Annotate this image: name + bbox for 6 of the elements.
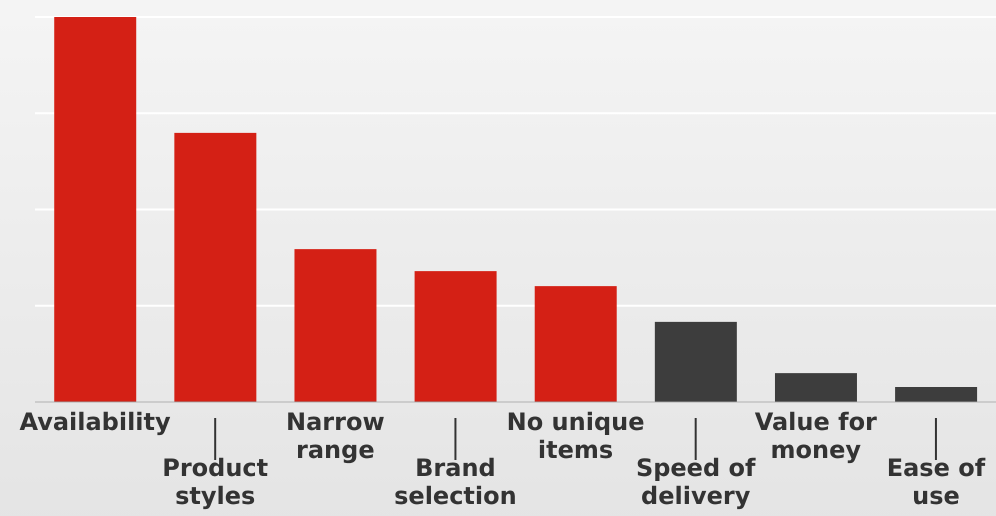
x-tick-label: Product styles <box>162 454 268 510</box>
x-tick-label: Value for money <box>754 408 878 464</box>
x-tick-label: Narrow range <box>286 408 385 464</box>
x-tick-label: Brand selection <box>394 454 517 510</box>
x-tick-label: Availability <box>19 408 172 436</box>
x-tick-label: Ease of use <box>886 454 986 510</box>
